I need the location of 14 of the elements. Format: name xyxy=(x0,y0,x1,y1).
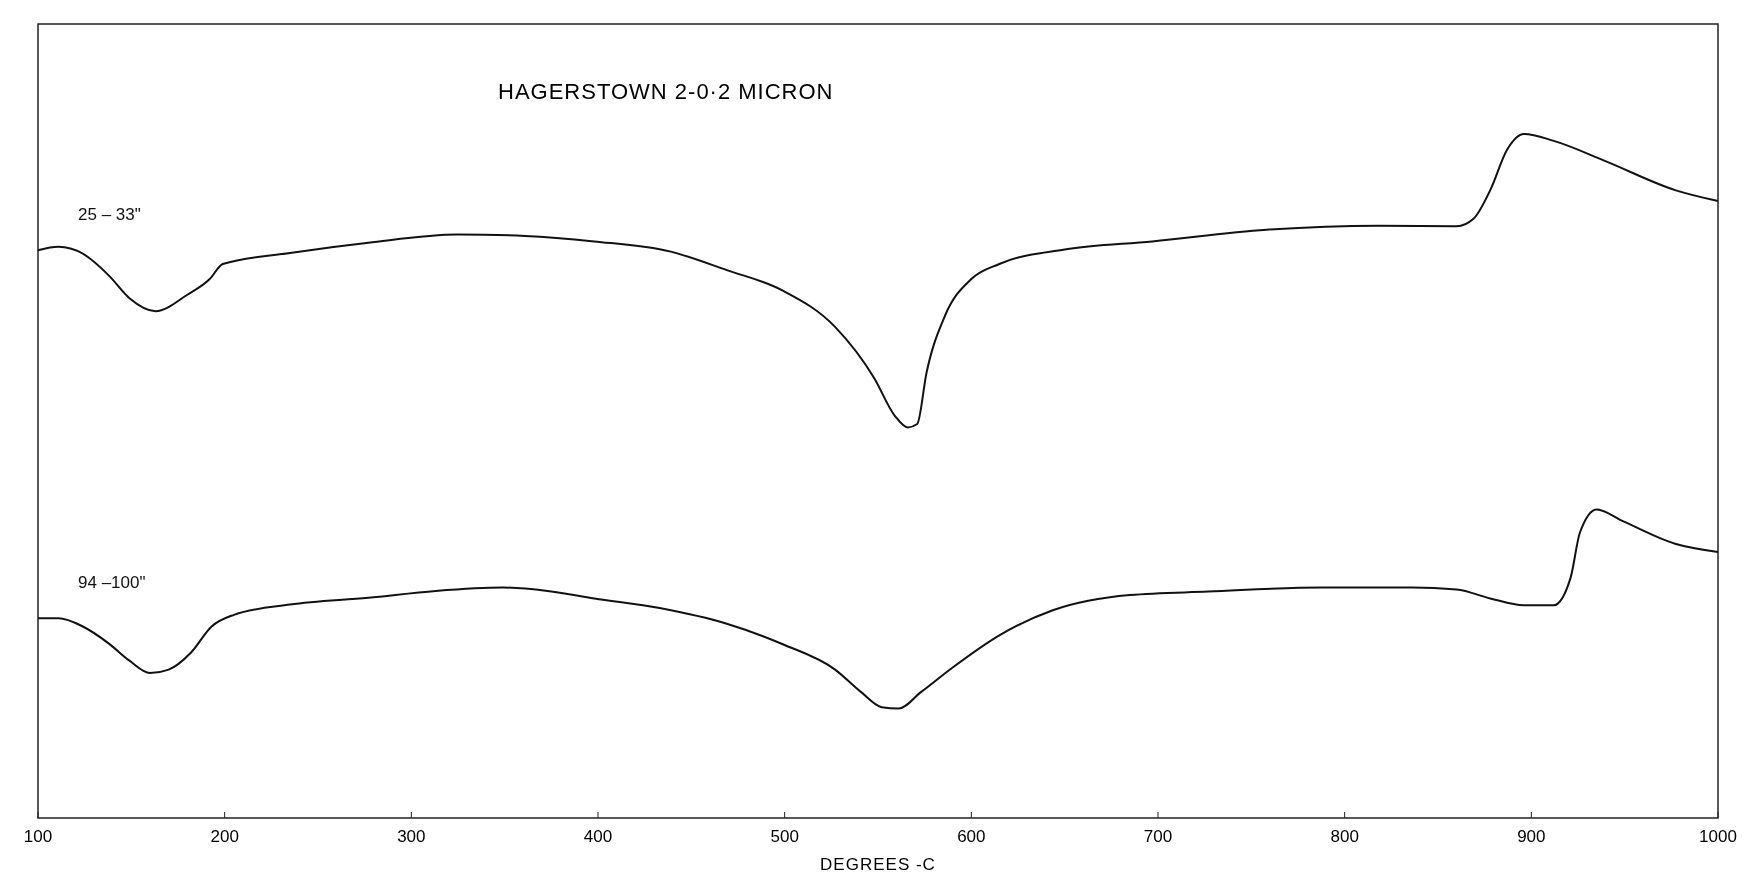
x-tick-label: 400 xyxy=(583,827,613,846)
x-tick-label: 100 xyxy=(23,827,53,846)
chart-title: HAGERSTOWN 2-0·2 MICRON xyxy=(498,79,834,104)
x-tick-label: 900 xyxy=(1517,827,1546,846)
series-label: 94 –100" xyxy=(78,573,146,593)
x-tick-label: 500 xyxy=(770,827,799,846)
x-tick-label: 300 xyxy=(397,827,426,846)
x-tick-label: 800 xyxy=(1330,827,1359,846)
x-tick-label: 700 xyxy=(1143,827,1173,846)
series-label: 25 – 33" xyxy=(78,205,141,225)
x-axis-title: DEGREES -C xyxy=(820,855,936,874)
x-tick-label: 200 xyxy=(210,827,239,846)
x-tick-label: 1000 xyxy=(1699,827,1737,846)
x-tick-label: 600 xyxy=(957,827,986,846)
